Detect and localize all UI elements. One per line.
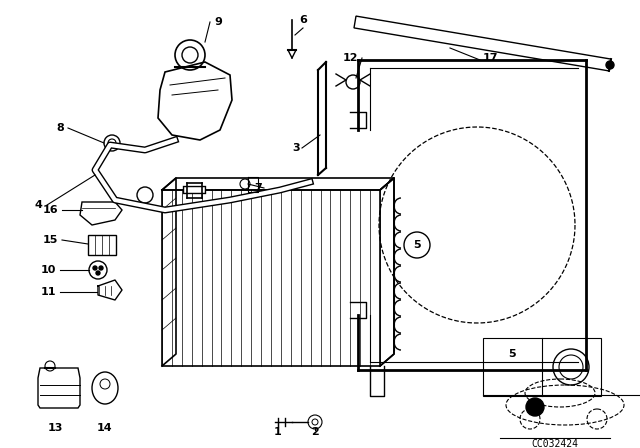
Text: 16: 16 bbox=[42, 205, 58, 215]
Circle shape bbox=[93, 266, 97, 270]
Text: 5: 5 bbox=[508, 349, 516, 359]
Text: 9: 9 bbox=[214, 17, 222, 27]
Text: 15: 15 bbox=[42, 235, 58, 245]
Text: 4: 4 bbox=[34, 200, 42, 210]
Text: 6: 6 bbox=[299, 15, 307, 25]
Text: 11: 11 bbox=[40, 287, 56, 297]
Text: 10: 10 bbox=[40, 265, 56, 275]
Circle shape bbox=[526, 398, 544, 416]
Text: 7: 7 bbox=[254, 183, 262, 193]
Bar bbox=[88, 235, 116, 255]
Text: 12: 12 bbox=[342, 53, 358, 63]
Text: 17: 17 bbox=[483, 53, 498, 63]
Circle shape bbox=[99, 266, 103, 270]
Circle shape bbox=[606, 61, 614, 69]
Text: 14: 14 bbox=[97, 423, 113, 433]
Circle shape bbox=[96, 271, 100, 275]
Text: 8: 8 bbox=[56, 123, 64, 133]
Text: 3: 3 bbox=[292, 143, 300, 153]
Bar bbox=[483, 338, 601, 396]
Text: 1: 1 bbox=[274, 427, 282, 437]
Text: 13: 13 bbox=[47, 423, 63, 433]
Text: 2: 2 bbox=[311, 427, 319, 437]
Text: CC032424: CC032424 bbox=[531, 439, 579, 448]
Text: 5: 5 bbox=[413, 240, 421, 250]
